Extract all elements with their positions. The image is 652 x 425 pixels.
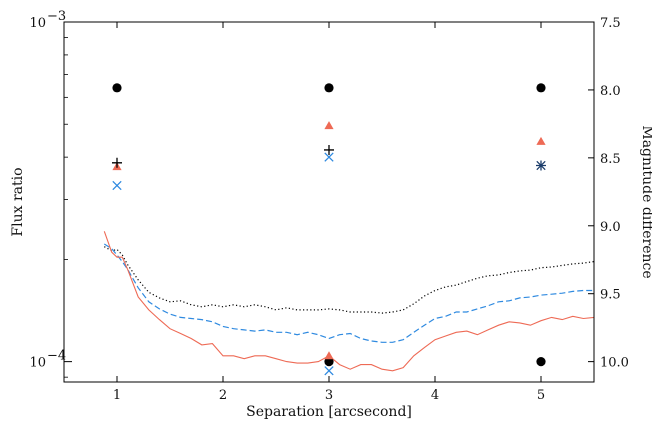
marker-cross-15 [324, 366, 334, 376]
x-tick-label: 1 [113, 388, 121, 403]
marker-cross-12 [112, 180, 122, 191]
data-markers [112, 83, 546, 376]
marker-triangle-6 [324, 121, 334, 130]
series-line-solid [103, 231, 594, 372]
marker-circle-4 [536, 357, 546, 367]
y-tick-label-exponent: −3 [47, 9, 66, 24]
y-tick-label: 10 [29, 356, 46, 371]
marker-circle-1 [324, 83, 334, 93]
x-tick-label: 3 [325, 388, 333, 403]
marker-circle-2 [536, 83, 546, 93]
x-tick-label: 5 [537, 388, 545, 403]
marker-triangle-7 [536, 136, 546, 145]
y2-axis-label: Magnitude difference [639, 125, 652, 278]
plot-frame [63, 21, 595, 383]
marker-plus-10 [324, 144, 334, 155]
marker-triangle-8 [324, 351, 334, 360]
marker-cross-13 [324, 152, 334, 162]
marker-cross-14 [536, 160, 546, 171]
tick-labels: 1 2 3 4 510−410−3 7.58.08.59.09.510.0 [29, 9, 629, 403]
y-axis-label: Flux ratio [10, 167, 26, 236]
series-line-dashed [103, 243, 594, 343]
marker-circle-0 [112, 83, 122, 93]
series-line-dotted [104, 246, 594, 314]
y2-tick-label: 7.5 [600, 16, 621, 31]
y2-tick-label: 9.5 [600, 288, 621, 303]
axes [63, 21, 595, 383]
y2-tick-label: 9.0 [600, 220, 621, 235]
series-lines [103, 231, 594, 372]
marker-circle-3 [324, 357, 334, 367]
y2-tick-label: 8.0 [600, 84, 621, 99]
y-tick-label: 10 [29, 16, 46, 31]
x-tick-label: 2 [219, 388, 227, 403]
x-axis-label: Separation [arcsecond] [246, 404, 412, 420]
x-tick-label: 4 [431, 388, 439, 403]
y-tick-label-exponent: −4 [47, 349, 66, 364]
y2-tick-label: 10.0 [600, 356, 629, 371]
marker-plus-9 [112, 157, 122, 168]
y2-tick-label: 8.5 [600, 152, 621, 167]
